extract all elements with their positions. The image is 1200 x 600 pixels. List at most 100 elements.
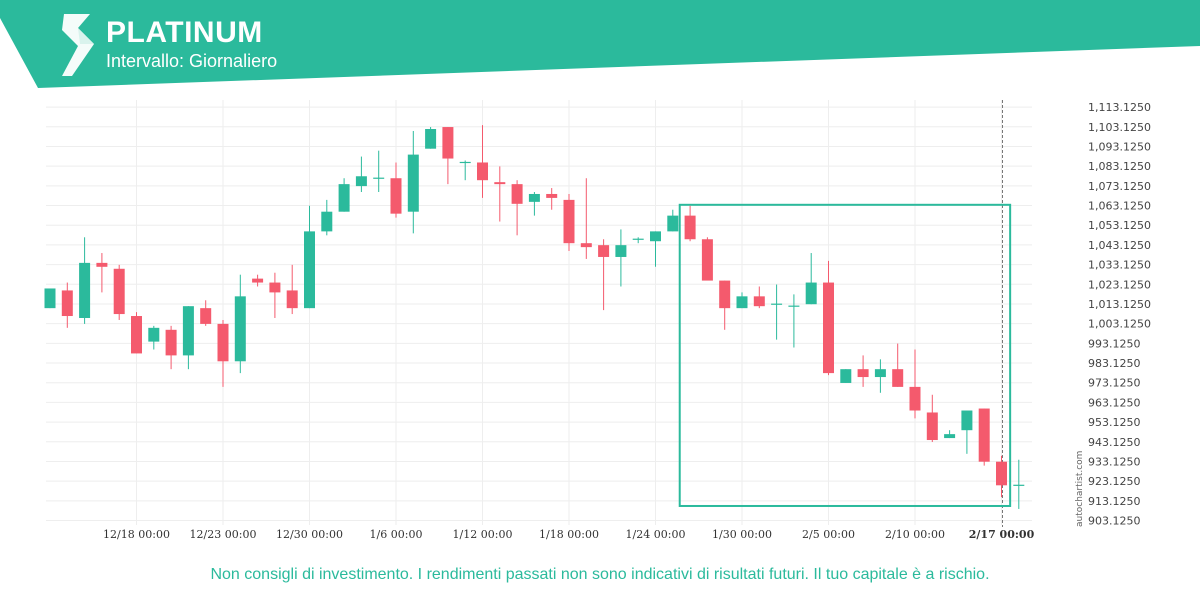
candle-body xyxy=(442,127,454,159)
candle-body xyxy=(304,231,315,309)
x-tick-label: 2/17 00:00 xyxy=(969,528,1035,541)
y-tick-label: 1,103.1250 xyxy=(1088,121,1151,134)
x-tick-label: 12/18 00:00 xyxy=(103,528,170,541)
candle-down xyxy=(753,286,765,309)
candle-down xyxy=(909,349,921,419)
candle-down xyxy=(684,205,696,242)
brand-logo-icon xyxy=(62,14,94,76)
candle-body xyxy=(874,369,886,378)
x-tick-label: 12/30 00:00 xyxy=(276,528,343,541)
candle-up xyxy=(961,410,973,454)
candle-body xyxy=(944,434,956,439)
candle-body xyxy=(96,262,108,267)
instrument-title: PLATINUM xyxy=(106,16,263,49)
candle-down xyxy=(96,253,108,293)
candle-body xyxy=(736,296,748,309)
y-tick-label: 1,003.1250 xyxy=(1088,318,1151,331)
candle-body xyxy=(234,296,246,362)
candle-body xyxy=(805,282,817,305)
candle-down xyxy=(823,260,834,376)
candle-down xyxy=(477,125,488,198)
candle-body xyxy=(667,215,679,232)
candle-down xyxy=(598,239,610,311)
candle-down xyxy=(580,178,592,259)
y-tick-label: 973.1250 xyxy=(1088,377,1141,390)
candle-up xyxy=(874,359,886,393)
candle-body xyxy=(528,193,540,202)
candle-down xyxy=(113,264,125,320)
candle-down xyxy=(719,280,731,330)
candle-down xyxy=(857,355,869,387)
x-tick-label: 2/5 00:00 xyxy=(802,528,855,541)
candle-up xyxy=(338,178,350,212)
x-tick-label: 2/10 00:00 xyxy=(885,528,945,541)
x-tick-label: 1/30 00:00 xyxy=(712,528,772,541)
y-tick-label: 913.1250 xyxy=(1088,495,1141,508)
candle-up xyxy=(667,209,679,232)
candle-body xyxy=(563,199,575,244)
candle-body xyxy=(615,245,627,257)
watermark: autochartist.com xyxy=(1075,451,1085,527)
candles-group xyxy=(44,125,1025,509)
x-tick-label: 1/24 00:00 xyxy=(626,528,686,541)
candle-body xyxy=(425,129,437,149)
candle-down xyxy=(165,325,177,370)
candle-body xyxy=(823,282,834,374)
candle-body xyxy=(857,369,869,378)
candle-body xyxy=(217,323,229,362)
candle-up xyxy=(944,430,956,439)
candle-up xyxy=(459,160,471,181)
candle-body xyxy=(269,282,281,293)
candle-body xyxy=(719,280,731,309)
candle-body xyxy=(200,308,212,324)
candle-body xyxy=(477,162,488,181)
x-tick-label: 1/6 00:00 xyxy=(370,528,423,541)
candle-body xyxy=(494,182,506,185)
candle-body xyxy=(892,369,904,387)
candle-up xyxy=(373,150,385,193)
candle-up xyxy=(736,292,748,309)
candle-down xyxy=(892,343,904,387)
candle-body xyxy=(252,278,264,283)
y-tick-label: 993.1250 xyxy=(1088,337,1141,350)
candle-up xyxy=(425,127,437,149)
candle-down xyxy=(996,455,1007,498)
y-tick-label: 933.1250 xyxy=(1088,455,1141,468)
candle-down xyxy=(494,166,506,222)
candle-down xyxy=(442,127,454,185)
candle-down xyxy=(131,312,142,354)
candle-up xyxy=(148,325,160,350)
candle-body xyxy=(286,290,298,309)
y-tick-label: 1,083.1250 xyxy=(1088,160,1151,173)
candle-up xyxy=(304,205,315,309)
candle-body xyxy=(338,184,350,212)
x-axis: 12/18 00:00 12/23 00:00 12/30 00:00 1/6 00:… xyxy=(103,528,1035,541)
candle-body xyxy=(926,412,938,441)
candle-up xyxy=(321,199,333,236)
candle-up xyxy=(234,274,246,374)
candle-body xyxy=(131,316,142,354)
candle-up xyxy=(615,229,627,287)
candle-body xyxy=(61,290,73,317)
y-tick-label: 1,093.1250 xyxy=(1088,140,1151,153)
candle-body xyxy=(650,231,661,242)
candle-down xyxy=(286,264,298,315)
y-tick-label: 983.1250 xyxy=(1088,357,1141,370)
candle-down xyxy=(200,300,212,326)
candle-body xyxy=(546,193,558,198)
candle-down xyxy=(217,319,229,387)
candle-body xyxy=(390,178,402,214)
candle-body xyxy=(355,176,367,187)
candle-up xyxy=(355,156,367,193)
candle-down xyxy=(978,408,990,466)
candle-up xyxy=(407,130,419,234)
candle-down xyxy=(390,162,402,218)
candle-up xyxy=(182,306,194,370)
candle-body xyxy=(978,408,990,462)
candle-down xyxy=(61,282,73,328)
disclaimer-text: Non consigli di investimento. I rendimen… xyxy=(210,566,990,583)
candle-body xyxy=(182,306,194,356)
candle-body xyxy=(701,239,713,281)
x-tick-label: 12/23 00:00 xyxy=(190,528,257,541)
